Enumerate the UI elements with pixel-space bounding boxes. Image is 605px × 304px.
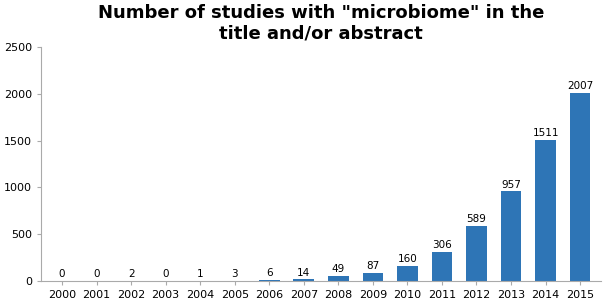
Text: 2007: 2007 (567, 81, 594, 92)
Bar (362, 273, 383, 281)
Text: 160: 160 (397, 254, 417, 264)
Bar (431, 252, 453, 281)
Text: 957: 957 (501, 180, 521, 190)
Text: 2: 2 (128, 269, 134, 279)
Text: 3: 3 (232, 269, 238, 279)
Text: 1511: 1511 (532, 128, 559, 138)
Text: 589: 589 (466, 214, 486, 224)
Bar (570, 93, 590, 281)
Bar (328, 276, 348, 281)
Text: 306: 306 (432, 240, 452, 250)
Text: 6: 6 (266, 268, 273, 278)
Text: 49: 49 (332, 264, 345, 275)
Bar (397, 266, 418, 281)
Bar (293, 279, 314, 281)
Text: 0: 0 (93, 269, 100, 279)
Text: 1: 1 (197, 269, 203, 279)
Text: 0: 0 (59, 269, 65, 279)
Text: 14: 14 (297, 268, 310, 278)
Bar (259, 280, 280, 281)
Text: 87: 87 (366, 261, 379, 271)
Text: 0: 0 (162, 269, 169, 279)
Bar (535, 140, 556, 281)
Bar (501, 192, 522, 281)
Title: Number of studies with "microbiome" in the
title and/or abstract: Number of studies with "microbiome" in t… (98, 4, 544, 43)
Bar (466, 226, 487, 281)
